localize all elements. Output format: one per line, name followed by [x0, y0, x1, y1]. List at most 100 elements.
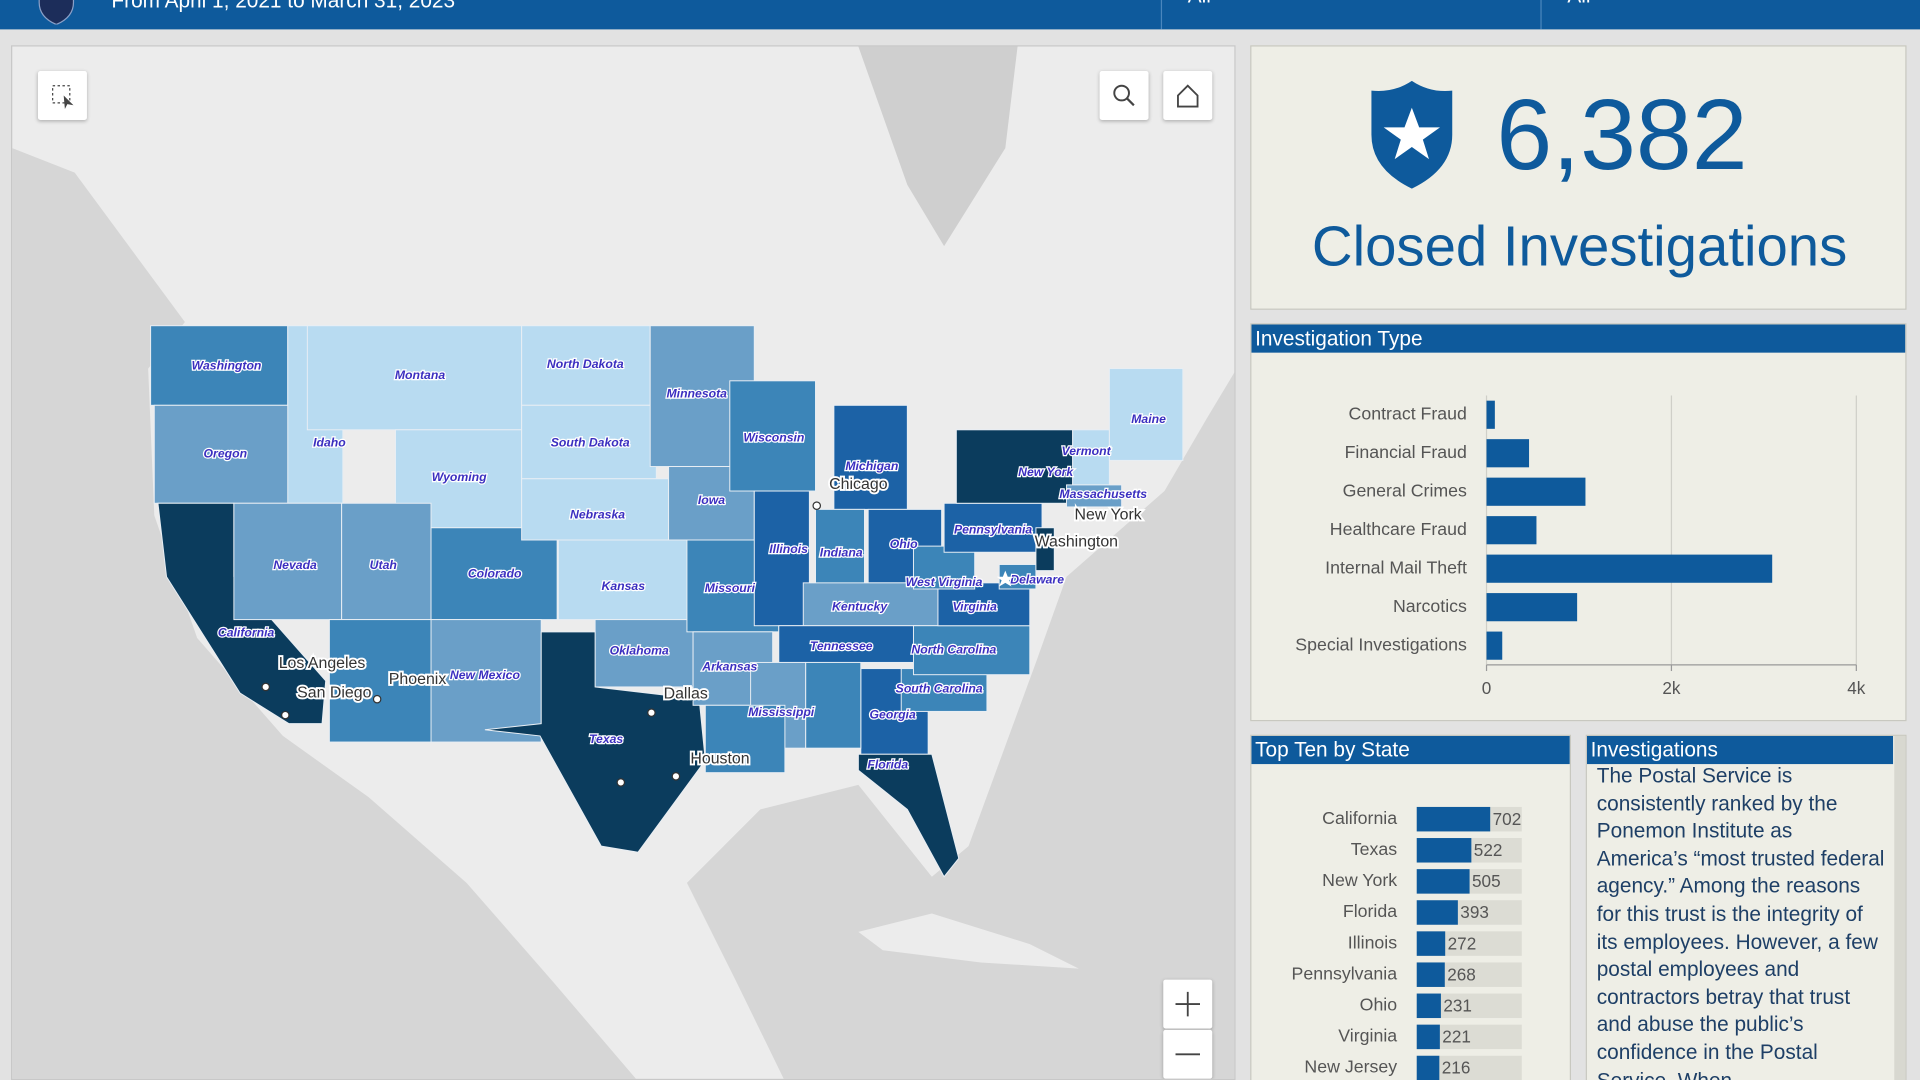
state-label: Arkansas — [701, 660, 757, 674]
city-label: Washington — [1035, 534, 1118, 551]
state-label: Missouri — [705, 581, 756, 595]
category-label: Pennsylvania — [1292, 963, 1398, 983]
city-label: Los Angeles — [279, 655, 366, 672]
data-label: 702 — [1493, 809, 1522, 829]
map-panel[interactable]: Washington Oregon California Idaho Montana Wy… — [11, 45, 1236, 1080]
kpi-value: 6,382 — [1496, 79, 1748, 192]
category-label: Ohio — [1360, 994, 1398, 1014]
filter-dropdown[interactable]: All — [1567, 0, 1590, 9]
state-shape — [521, 325, 651, 406]
bar — [1416, 1024, 1440, 1050]
state-shape — [153, 404, 290, 504]
select-tool[interactable] — [37, 71, 87, 120]
y-tick-label: Financial Fraud — [1345, 442, 1467, 462]
state-shape — [1108, 368, 1184, 461]
top-ten-panel: Top Ten by State California 702 Texas 522 Ne… — [1250, 734, 1572, 1080]
state-label: Kentucky — [832, 600, 888, 614]
data-label: 522 — [1474, 840, 1503, 860]
state-shape — [430, 527, 558, 621]
category-label: New York — [1322, 870, 1397, 890]
zoom-in-icon — [1175, 991, 1200, 1017]
search-icon — [1113, 84, 1135, 107]
state-label: Wyoming — [432, 470, 487, 484]
select-icon — [52, 85, 74, 109]
data-label: 505 — [1472, 871, 1501, 891]
y-tick-label: Contract Fraud — [1349, 403, 1467, 423]
zoom-in-button[interactable] — [1163, 979, 1213, 1029]
data-label: 231 — [1443, 996, 1472, 1016]
data-label: 268 — [1447, 964, 1476, 984]
state-label: North Dakota — [547, 357, 624, 371]
divider — [1160, 0, 1163, 30]
capital-star — [996, 570, 1014, 587]
state-label: South Carolina — [896, 682, 983, 696]
state-shape — [484, 631, 706, 853]
greenland — [858, 46, 1018, 247]
state-label: Georgia — [870, 707, 916, 721]
header-subtitle: From April 1, 2021 to March 31, 2023 — [111, 0, 456, 13]
body-text: The Postal Service is consistently ranke… — [1596, 764, 1885, 1080]
zoom-out-icon — [1175, 1053, 1200, 1056]
city-dot — [812, 501, 822, 511]
state-shape — [729, 380, 817, 492]
city-label: New York — [1075, 507, 1142, 524]
state-shape — [937, 582, 1031, 627]
cuba — [858, 913, 1079, 969]
state-label: Mississippi — [748, 705, 815, 719]
category-label: Florida — [1343, 901, 1397, 921]
city-dot — [647, 708, 656, 717]
zoom-out-button[interactable] — [1163, 1029, 1213, 1079]
panel-title: Investigation Type — [1251, 324, 1906, 353]
data-label: 272 — [1448, 933, 1477, 953]
divider — [1540, 0, 1542, 30]
state-label: Florida — [867, 758, 908, 772]
state-shape — [1066, 484, 1123, 508]
city-dot — [281, 710, 290, 720]
state-label: New York — [1018, 465, 1074, 479]
home-button[interactable] — [1163, 71, 1213, 120]
search-button[interactable] — [1099, 71, 1149, 120]
panel-title: Top Ten by State — [1251, 735, 1570, 765]
bar-chart: California 702 Texas 522 New York 505 Florida 3… — [1292, 806, 1522, 1080]
state-label: Wisconsin — [743, 431, 804, 445]
city-dot — [616, 778, 626, 787]
bar — [1416, 993, 1441, 1019]
logo — [38, 0, 75, 25]
map[interactable]: Washington Oregon California Idaho Montana Wy… — [12, 46, 1235, 1080]
state-label: Oklahoma — [610, 644, 669, 658]
bar — [1486, 554, 1773, 583]
y-tick-label: Healthcare Fraud — [1330, 519, 1467, 539]
bar-chart: 0 2k 4k Contract Fraud Financial Fraud Genera… — [1295, 395, 1866, 698]
header-bar: From April 1, 2021 to March 31, 2023 All… — [0, 0, 1920, 30]
state-label: Maine — [1131, 412, 1166, 426]
city-dot — [671, 772, 681, 781]
state-label: New Mexico — [450, 668, 521, 682]
filter-dropdown[interactable]: All — [1188, 0, 1211, 9]
category-label: Illinois — [1348, 932, 1397, 952]
y-tick-label: Internal Mail Theft — [1325, 557, 1467, 577]
bar — [1416, 806, 1491, 832]
state-shape — [306, 325, 523, 431]
state-shape — [521, 404, 657, 480]
state-label: South Dakota — [551, 435, 630, 449]
y-tick-label: General Crimes — [1343, 480, 1467, 500]
bar — [1416, 962, 1445, 987]
state-shape — [557, 539, 694, 621]
kpi-label: Closed Investigations — [1311, 214, 1848, 278]
city-label: Phoenix — [389, 671, 447, 688]
badge-icon — [1371, 80, 1453, 189]
scrollbar[interactable] — [1894, 735, 1906, 1080]
state-shape — [1072, 429, 1110, 486]
state-label: Texas — [589, 732, 623, 746]
state-shape — [1035, 527, 1055, 572]
state-label: West Virginia — [906, 575, 983, 589]
state-label: Minnesota — [666, 387, 727, 401]
data-label: 393 — [1460, 902, 1489, 922]
state-label: California — [218, 625, 275, 639]
state-shape — [857, 753, 960, 878]
investigation-type-panel: Investigation Type 0 2k 4k Contract Fraud Fi… — [1250, 323, 1907, 722]
bar — [1486, 439, 1530, 468]
state-shape — [805, 661, 862, 749]
